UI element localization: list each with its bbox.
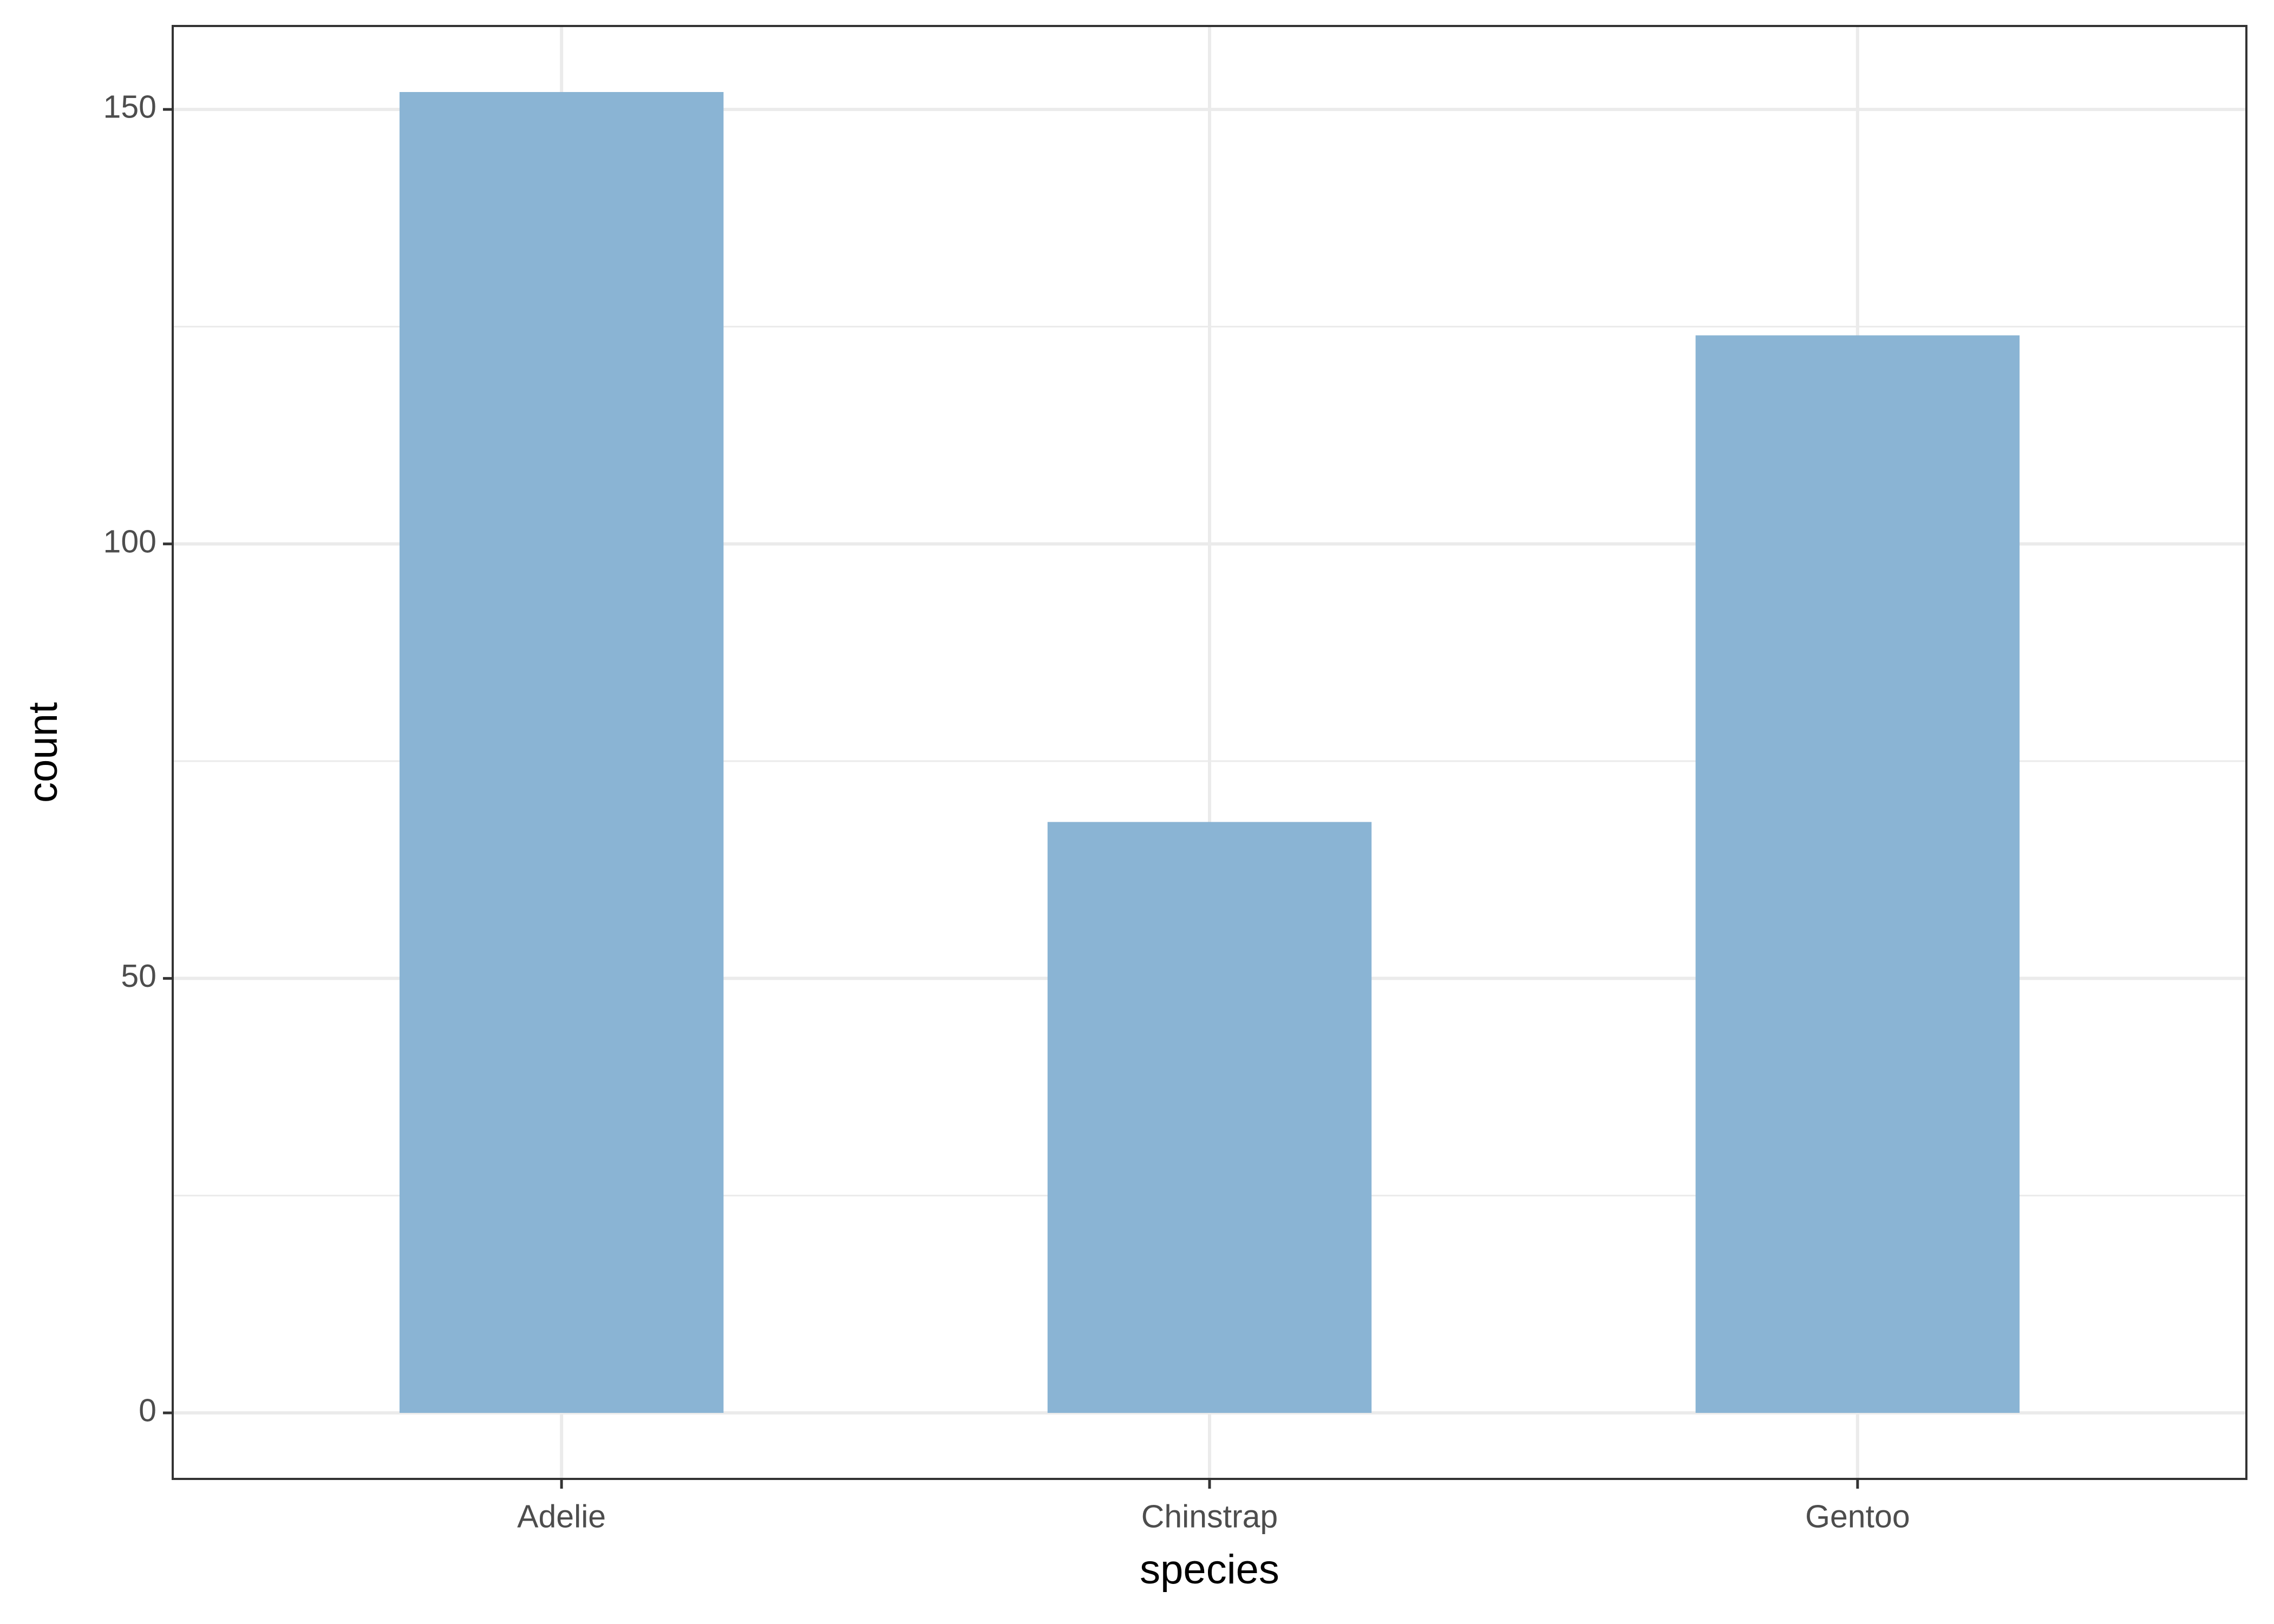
panel-border — [172, 25, 2247, 1480]
x-tick-label: Adelie — [517, 1499, 606, 1535]
x-axis-title: species — [1140, 1547, 1279, 1593]
bar — [1695, 335, 2020, 1413]
x-tick-label: Gentoo — [1805, 1499, 1910, 1535]
bar — [1047, 822, 1372, 1413]
bar — [399, 92, 724, 1413]
y-tick-label: 0 — [139, 1393, 156, 1429]
y-tick-label: 150 — [103, 89, 156, 125]
y-tick-label: 50 — [121, 958, 156, 994]
x-tick-label: Chinstrap — [1141, 1499, 1278, 1535]
y-axis-title: count — [20, 702, 66, 803]
y-tick-label: 100 — [103, 523, 156, 559]
